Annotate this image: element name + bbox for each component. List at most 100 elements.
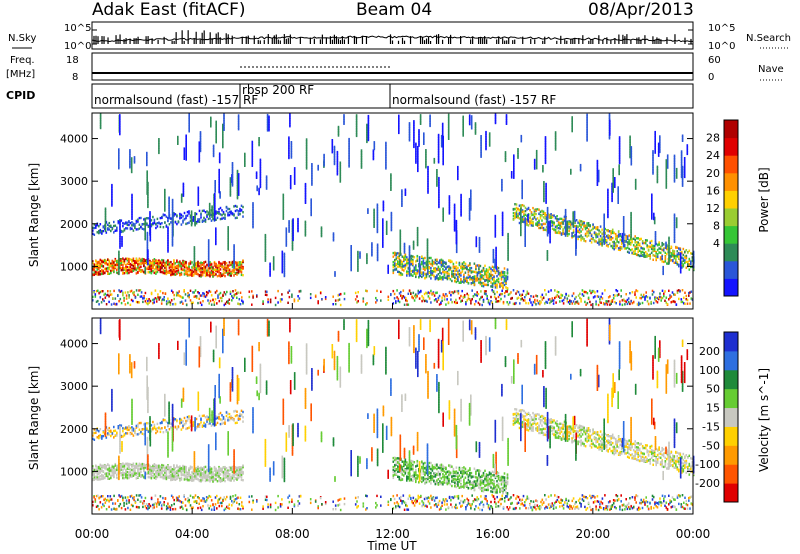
data-cell bbox=[491, 282, 494, 285]
data-cell bbox=[155, 270, 157, 273]
data-cell bbox=[499, 285, 501, 288]
data-cell bbox=[99, 266, 102, 269]
data-cell bbox=[221, 274, 223, 277]
data-cell bbox=[153, 268, 156, 271]
data-cell bbox=[533, 216, 536, 219]
data-cell bbox=[601, 297, 604, 300]
data-cell bbox=[675, 246, 677, 249]
data-cell bbox=[194, 289, 197, 292]
data-cell bbox=[168, 223, 171, 226]
data-cell bbox=[240, 204, 243, 207]
data-cell bbox=[430, 262, 432, 266]
data-cell bbox=[180, 271, 183, 275]
data-cell bbox=[134, 296, 137, 299]
data-cell bbox=[122, 294, 124, 297]
data-cell bbox=[219, 296, 222, 300]
data-cell bbox=[116, 271, 118, 274]
data-cell bbox=[601, 238, 603, 241]
data-cell bbox=[464, 279, 467, 283]
data-cell bbox=[430, 277, 432, 280]
data-cell bbox=[208, 289, 210, 293]
data-cell bbox=[590, 228, 593, 232]
data-cell bbox=[224, 302, 227, 305]
data-cell bbox=[147, 225, 150, 228]
data-cell bbox=[547, 290, 550, 293]
data-cell bbox=[493, 269, 495, 272]
data-cell bbox=[611, 236, 614, 240]
data-cell bbox=[116, 229, 118, 232]
data-cell bbox=[530, 212, 533, 215]
data-cell bbox=[215, 273, 217, 276]
data-cell bbox=[173, 259, 175, 262]
data-cell bbox=[520, 208, 522, 211]
data-cell bbox=[138, 301, 140, 304]
data-cell bbox=[236, 268, 238, 271]
data-cell bbox=[569, 225, 572, 228]
data-cell bbox=[149, 264, 151, 267]
data-cell bbox=[551, 220, 554, 223]
data-cell bbox=[557, 218, 560, 221]
data-cell bbox=[236, 169, 239, 173]
data-cell bbox=[488, 277, 491, 281]
data-cell bbox=[108, 259, 111, 262]
data-cell bbox=[222, 210, 225, 214]
data-cell bbox=[179, 273, 181, 276]
data-cell bbox=[676, 291, 679, 294]
data-cell bbox=[599, 235, 602, 238]
data-cell bbox=[233, 274, 235, 277]
data-cell bbox=[193, 291, 195, 294]
data-cell bbox=[666, 262, 668, 265]
data-cell bbox=[182, 268, 184, 271]
data-cell bbox=[470, 276, 473, 280]
data-cell bbox=[464, 271, 467, 274]
data-cell bbox=[317, 301, 319, 305]
data-cell bbox=[92, 295, 94, 299]
data-cell bbox=[424, 262, 426, 265]
data-cell bbox=[428, 291, 431, 295]
data-cell bbox=[131, 270, 133, 273]
data-cell bbox=[446, 270, 449, 273]
data-cell bbox=[198, 209, 201, 213]
data-cell bbox=[442, 270, 444, 274]
data-cell bbox=[685, 294, 688, 298]
data-cell bbox=[675, 303, 678, 306]
data-cell bbox=[143, 264, 145, 268]
data-cell bbox=[494, 282, 497, 285]
data-cell bbox=[218, 262, 220, 265]
data-cell bbox=[536, 221, 539, 224]
data-cell bbox=[304, 182, 307, 186]
data-cell bbox=[672, 251, 674, 254]
data-cell bbox=[676, 263, 679, 266]
data-cell bbox=[449, 278, 452, 281]
data-cell bbox=[575, 224, 578, 228]
data-cell bbox=[634, 235, 636, 238]
data-cell bbox=[578, 231, 581, 234]
data-cell bbox=[577, 221, 579, 224]
data-cell bbox=[180, 273, 183, 276]
data-cell bbox=[546, 301, 549, 304]
data-cell bbox=[170, 263, 172, 267]
data-cell bbox=[463, 275, 465, 278]
data-cell bbox=[619, 245, 621, 249]
data-cell bbox=[339, 292, 342, 296]
data-cell bbox=[224, 217, 226, 220]
data-cell bbox=[481, 281, 483, 285]
data-cell bbox=[551, 227, 554, 230]
data-cell bbox=[566, 234, 569, 237]
data-cell bbox=[674, 300, 676, 304]
data-cell bbox=[502, 275, 504, 278]
data-cell bbox=[544, 136, 547, 139]
data-cell bbox=[626, 243, 629, 246]
data-cell bbox=[540, 295, 542, 299]
data-cell bbox=[217, 294, 219, 297]
data-cell bbox=[596, 233, 599, 236]
data-cell bbox=[521, 220, 524, 223]
data-cell bbox=[581, 223, 584, 226]
data-cell bbox=[514, 203, 516, 206]
data-cell bbox=[207, 274, 210, 277]
data-cell bbox=[113, 268, 115, 271]
data-cell bbox=[237, 291, 239, 294]
data-cell bbox=[656, 255, 659, 258]
data-cell bbox=[542, 210, 545, 213]
data-cell bbox=[104, 267, 106, 271]
